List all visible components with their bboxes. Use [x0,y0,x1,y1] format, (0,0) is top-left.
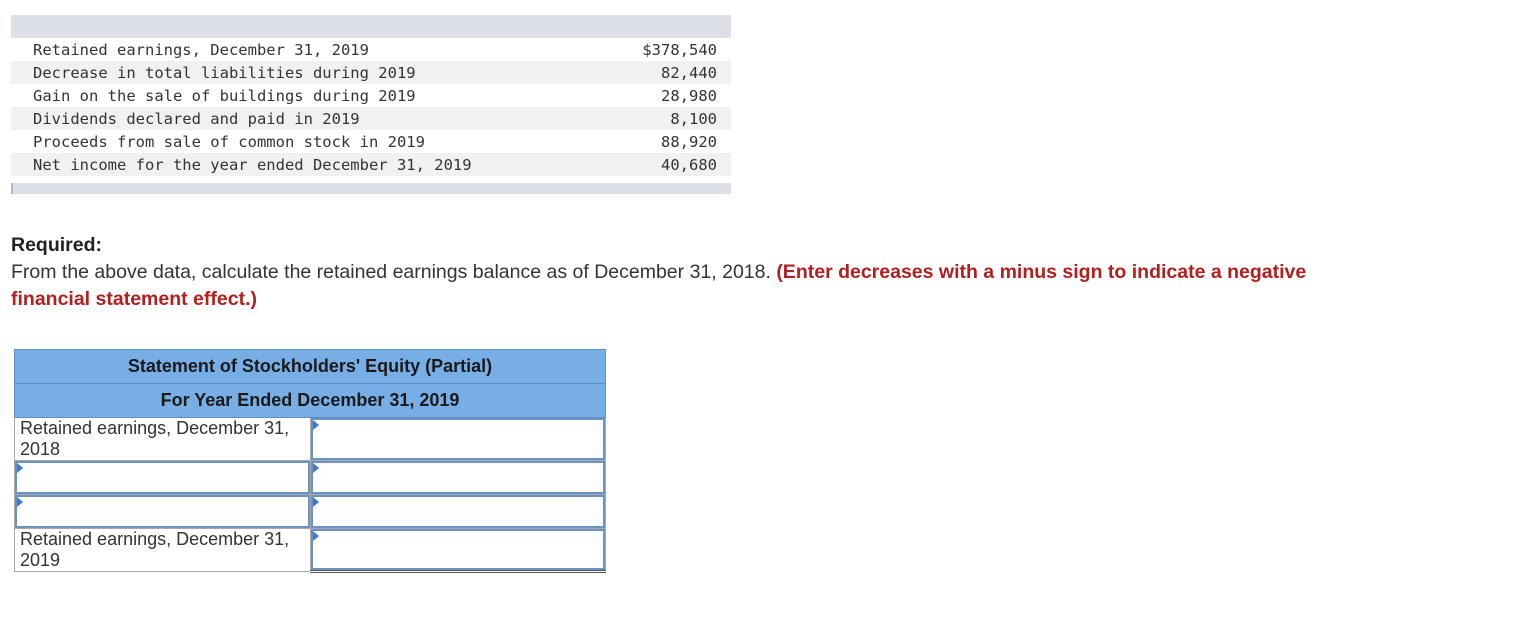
row-label: Proceeds from sale of common stock in 20… [33,132,425,151]
table-row: Decrease in total liabilities during 201… [11,61,731,84]
instruction-note: (Enter decreases with a minus sign to in… [11,261,1307,310]
row-value: 88,920 [661,132,717,151]
given-data-table: Retained earnings, December 31, 2019 $37… [11,15,731,194]
statement-title: Statement of Stockholders' Equity (Parti… [14,349,606,384]
row-label: Retained earnings, December 31, 2019 [33,40,369,59]
row-label: Net income for the year ended December 3… [33,155,472,174]
statement-table: Statement of Stockholders' Equity (Parti… [14,349,606,573]
statement-subtitle: For Year Ended December 31, 2019 [14,383,606,418]
line-item-select-2[interactable] [15,495,310,528]
question-body: From the above data, calculate the retai… [11,261,771,283]
row-value: 28,980 [661,86,717,105]
line-item-select-1[interactable] [15,461,310,494]
table-header-bar [11,15,731,38]
table-row: Proceeds from sale of common stock in 20… [11,130,731,153]
table-row: Net income for the year ended December 3… [11,153,731,176]
line-item-amount-2[interactable] [310,495,605,528]
table-footer-bar [11,183,731,194]
row-value: 40,680 [661,155,717,174]
row-value: 8,100 [670,109,717,128]
opening-balance-label: Retained earnings, December 31, 2018 [14,417,311,461]
line-item-amount-1[interactable] [310,461,605,494]
question-text: Required: From the above data, calculate… [11,232,1371,313]
closing-balance-label: Retained earnings, December 31, 2019 [14,528,311,572]
row-label: Dividends declared and paid in 2019 [33,109,360,128]
table-row: Retained earnings, December 31, 2019 $37… [11,38,731,61]
table-row: Dividends declared and paid in 2019 8,10… [11,107,731,130]
required-heading: Required: [11,234,103,256]
row-label: Decrease in total liabilities during 201… [33,63,416,82]
closing-balance-input[interactable] [310,529,605,570]
row-label: Gain on the sale of buildings during 201… [33,86,416,105]
row-value: 82,440 [661,63,717,82]
table-row: Gain on the sale of buildings during 201… [11,84,731,107]
row-value: $378,540 [642,40,717,59]
opening-balance-input[interactable] [310,418,605,460]
